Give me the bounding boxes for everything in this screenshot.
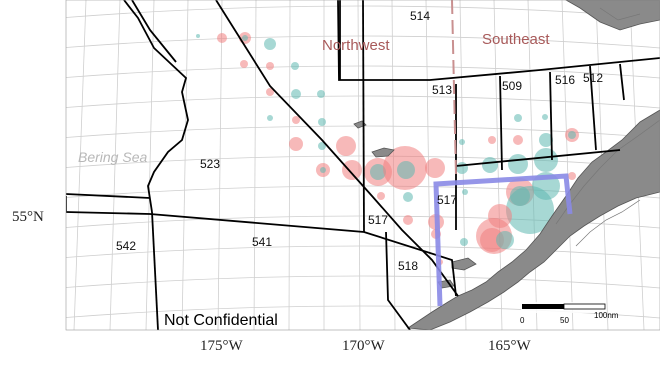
bubble bbox=[318, 142, 326, 150]
lon-label: 165°W bbox=[488, 338, 531, 354]
region-label-northwest: Northwest bbox=[322, 37, 390, 54]
bubble bbox=[320, 167, 326, 173]
bubble bbox=[292, 116, 300, 124]
scale-tick-label: 0 bbox=[520, 316, 525, 325]
bubble bbox=[266, 88, 274, 96]
lat-label: 55°N bbox=[12, 209, 44, 225]
area-code: 509 bbox=[502, 79, 522, 93]
bubble bbox=[397, 161, 415, 179]
bubble bbox=[317, 90, 325, 98]
bubble bbox=[480, 228, 504, 252]
bubble bbox=[513, 135, 523, 145]
bubble bbox=[291, 89, 301, 99]
bubble bbox=[336, 136, 356, 156]
highlight-region bbox=[433, 173, 573, 307]
bubble bbox=[496, 231, 514, 249]
area-code: 516 bbox=[555, 73, 575, 87]
bubble bbox=[568, 131, 576, 139]
lon-label: 170°W bbox=[342, 338, 385, 354]
area-code: 518 bbox=[398, 259, 418, 273]
bubble bbox=[456, 162, 468, 174]
bubble bbox=[460, 238, 468, 246]
bubble bbox=[514, 114, 522, 122]
bubble bbox=[568, 172, 576, 180]
bubble bbox=[462, 189, 468, 195]
bubble bbox=[488, 136, 496, 144]
bubble bbox=[266, 62, 274, 70]
area-code: 542 bbox=[116, 239, 136, 253]
bubble bbox=[217, 33, 227, 43]
region-label-southeast: Southeast bbox=[482, 31, 550, 48]
bubble bbox=[291, 62, 299, 70]
sea-label: Bering Sea bbox=[78, 149, 147, 165]
lon-label: 175°W bbox=[200, 338, 243, 354]
bubble bbox=[196, 34, 200, 38]
bubble bbox=[482, 157, 498, 173]
region-divider bbox=[451, 0, 457, 177]
bubble bbox=[534, 148, 558, 172]
scale-tick-label: 50 bbox=[560, 316, 569, 325]
bubble bbox=[377, 192, 385, 200]
bubble bbox=[240, 60, 248, 68]
area-code: 513 bbox=[432, 83, 452, 97]
scale-tick-label: 100nm bbox=[594, 311, 619, 320]
bubble bbox=[539, 133, 553, 147]
reporting-area-boundaries bbox=[66, 0, 660, 330]
bubble bbox=[403, 215, 413, 225]
bubble bbox=[403, 192, 413, 202]
bubble bbox=[318, 118, 326, 126]
area-code: 517 bbox=[437, 193, 457, 207]
area-codes: 514 513 509 516 512 523 517 517 518 542 … bbox=[116, 9, 603, 273]
area-code: 514 bbox=[410, 9, 430, 23]
scale-bar: 0 50 100nm bbox=[520, 302, 619, 325]
scale-bar-segment bbox=[522, 304, 564, 309]
area-code: 523 bbox=[200, 157, 220, 171]
bubble bbox=[508, 154, 528, 174]
area-code: 541 bbox=[252, 235, 272, 249]
bubble bbox=[342, 160, 362, 180]
catch-bubbles bbox=[196, 32, 579, 265]
confidentiality-label: Not Confidential bbox=[164, 312, 278, 329]
bubble bbox=[459, 139, 465, 145]
area-code: 512 bbox=[583, 71, 603, 85]
bubble bbox=[370, 164, 386, 180]
bubble bbox=[242, 35, 248, 41]
bubble bbox=[267, 115, 273, 121]
bubble bbox=[264, 38, 276, 50]
bubble bbox=[425, 158, 445, 178]
scale-bar-segment bbox=[563, 303, 606, 310]
bubble bbox=[289, 137, 303, 151]
bubble bbox=[542, 114, 548, 120]
map-border bbox=[65, 0, 660, 331]
area-code: 517 bbox=[368, 213, 388, 227]
bubble bbox=[506, 186, 554, 234]
